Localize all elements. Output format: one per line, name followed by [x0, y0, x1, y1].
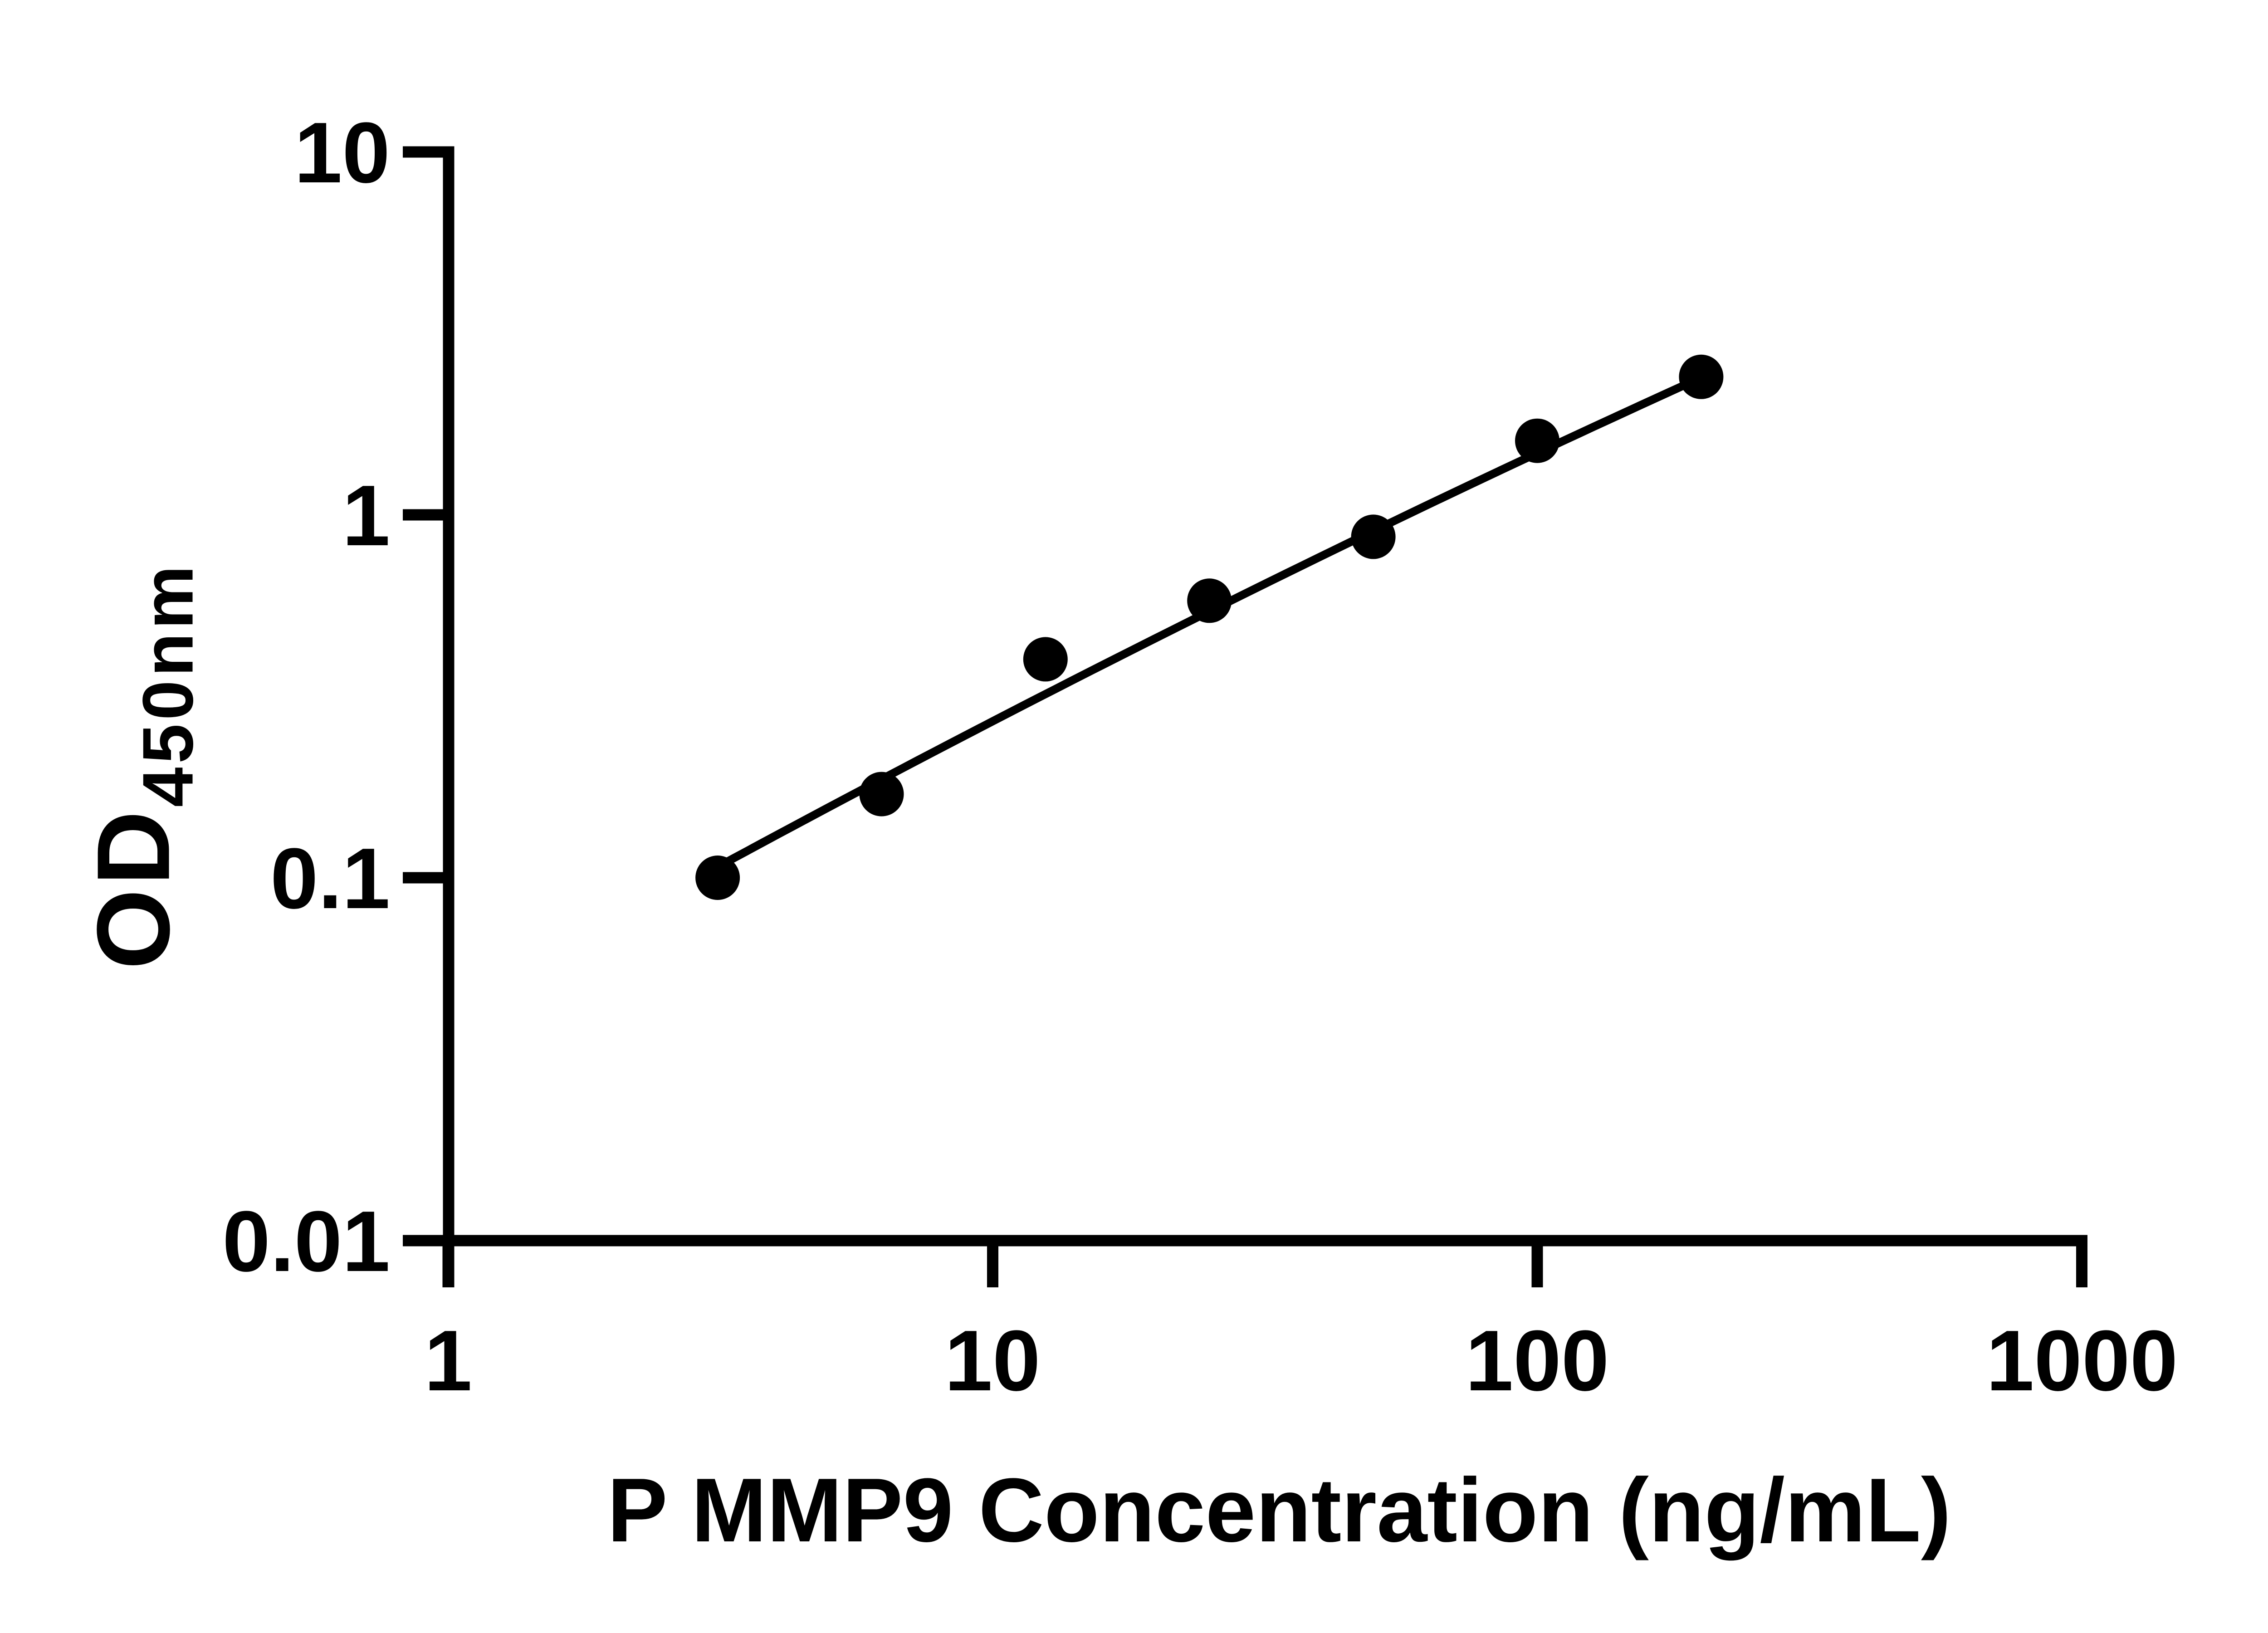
y-tick-label-10: 10: [294, 105, 390, 201]
y-tick-label-1: 1: [342, 468, 390, 564]
x-tick-label-1: 1: [424, 1313, 472, 1409]
data-point-6.25ng: [859, 772, 904, 816]
data-point-25ng: [1187, 578, 1232, 623]
x-axis-title: P MMP9 Concentration (ng/mL): [607, 1460, 1951, 1561]
x-tick-label-1000: 1000: [1986, 1313, 2178, 1409]
y-axis-title-main: OD: [76, 807, 191, 970]
x-tick-label-100: 100: [1465, 1313, 1609, 1409]
data-point-12.5ng: [1023, 637, 1068, 682]
data-point-100ng: [1515, 418, 1559, 463]
y-axis-title-subscript: 450nm: [128, 562, 208, 807]
y-tick-label-0.01: 0.01: [222, 1193, 390, 1290]
y-axis-title: OD450nm: [75, 562, 210, 970]
data-point-3.125ng: [695, 856, 740, 900]
x-tick-label-10: 10: [944, 1313, 1041, 1409]
data-point-50ng: [1351, 514, 1396, 559]
y-tick-label-0.1: 0.1: [270, 831, 390, 927]
data-point-200ng: [1679, 354, 1724, 399]
